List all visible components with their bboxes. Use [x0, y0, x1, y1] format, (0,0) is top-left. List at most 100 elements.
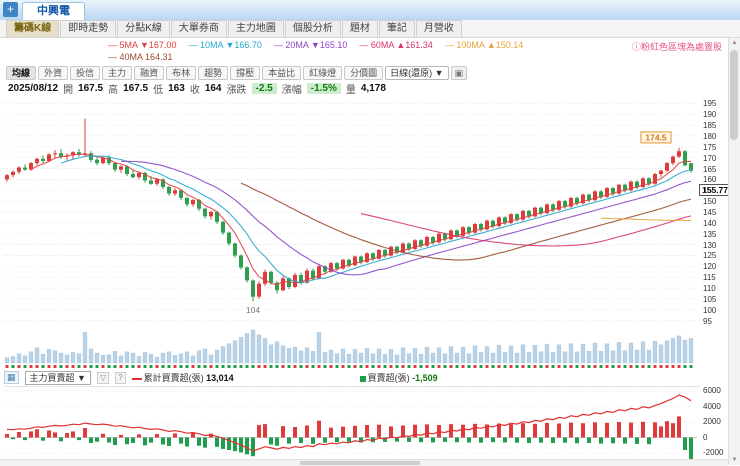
ma-legend-row1: — 5MA ▼167.00 — 10MA ▼166.70 — 20MA ▼165.1… [108, 40, 523, 52]
ma-legend-item-10MA: — 10MA ▼166.70 [188, 40, 262, 50]
price-tick: 195 [703, 99, 717, 108]
menu-tab-8[interactable]: 筆記 [378, 20, 415, 37]
ma-legend-item-100MA: — 100MA ▲150.14 [444, 40, 524, 50]
chart-toolbar: 均線 外資 投信 主力 融資 布林 趨勢 撐壓 本益比 紅綠燈 分價圖 日線(還原) ▼ ▣ [6, 65, 468, 80]
ohlc-vol: 4,178 [360, 82, 386, 94]
disposal-stock-notice: ⓘ粉紅色區塊為處置股 [631, 42, 722, 52]
toolbar-button-5[interactable]: 融資 [134, 65, 165, 80]
toolbar-button-4[interactable]: 主力 [102, 65, 133, 80]
toolbar-button-9[interactable]: 本益比 [262, 65, 302, 80]
candlestick-chart[interactable]: 104 174.5 [4, 97, 700, 369]
indicator-select[interactable]: 主力買賣超 ▼ [24, 370, 91, 385]
bar-swatch [359, 375, 366, 382]
vertical-scrollbar[interactable]: ▲ ▼ [728, 38, 740, 465]
scroll-up-icon[interactable]: ▲ [731, 40, 738, 46]
ohlc-lbl: 漲幅 [281, 84, 302, 96]
ohlc-lbl: 量 [345, 84, 356, 96]
toolbar-button-11[interactable]: 分價圖 [344, 65, 384, 80]
ohlc-badge: -1.5% [306, 82, 341, 94]
menu-tab-5[interactable]: 主力地圖 [227, 20, 284, 37]
svg-text:174.5: 174.5 [645, 132, 667, 142]
ohlc-lbl: 開 [63, 84, 74, 96]
svg-text:104: 104 [246, 305, 260, 315]
ma-legend-item-5MA: — 5MA ▼167.00 [108, 40, 177, 50]
price-tick: 95 [703, 317, 712, 326]
chevron-down-icon: ▼ [77, 372, 86, 383]
price-tick: 180 [703, 132, 717, 141]
price-tick: 125 [703, 251, 717, 260]
price-tick: 160 [703, 175, 717, 184]
scrollbar-thumb[interactable] [730, 50, 738, 140]
add-tab-button[interactable]: + [3, 2, 18, 17]
netbuy-tick: 2000 [703, 417, 721, 426]
price-tick: 150 [703, 197, 717, 206]
ma-legend-item-60MA: — 60MA ▲161.34 [359, 40, 433, 50]
netbuy-axis: 6000 4000 2000 0 -2000 [699, 386, 728, 458]
ma-legend-row2: — 40MA 164.31 [108, 52, 173, 64]
filter-icon[interactable]: ▽ [96, 371, 110, 384]
price-tick: 135 [703, 230, 717, 239]
price-tick: 155 [703, 186, 717, 195]
horizontal-scrollbar[interactable] [0, 459, 728, 466]
ohlc-date: 2025/08/12 [8, 82, 59, 94]
price-tick: 140 [703, 219, 717, 228]
menu-tab-3[interactable]: 分點K線 [117, 20, 170, 37]
netbuy-tick: 6000 [703, 386, 721, 395]
netbuy-legend: 買賣超(張) -1,509 [359, 371, 438, 384]
price-tick: 115 [703, 273, 716, 282]
price-tick: 100 [703, 306, 717, 315]
menu-tab-1[interactable]: 籌碼K線 [6, 20, 60, 37]
menu-tab-6[interactable]: 個股分析 [284, 20, 341, 37]
ohlc-val: 167.5 [123, 82, 149, 94]
netbuy-svg[interactable] [4, 387, 700, 460]
price-tick: 110 [703, 284, 716, 293]
ohlc-info-bar: 2025/08/12 開 167.5 高 167.5 低 163 收 164 漲跌 -2.5 漲幅 -1… [8, 81, 386, 96]
toolbar-button-3[interactable]: 投信 [70, 65, 101, 80]
ohlc-lbl: 收 [189, 84, 200, 96]
ohlc-val: 167.5 [78, 82, 104, 94]
menu-tab-7[interactable]: 題材 [341, 20, 378, 37]
toolbar-button-8[interactable]: 撐壓 [230, 65, 261, 80]
netbuy-chart[interactable] [4, 386, 700, 460]
indicator-settings-icon[interactable]: ▦ [4, 371, 19, 384]
indicator-header: ▦ 主力買賣超 ▼ ▽ ? 累計買賣超(張) 13,014 買賣超(張) -1,… [4, 370, 438, 385]
price-tick: 105 [703, 295, 717, 304]
ma-legend-item-20MA: — 20MA ▼165.10 [273, 40, 348, 50]
help-icon[interactable]: ? [115, 371, 126, 384]
price-tick: 145 [703, 208, 717, 217]
toolbar-button-1[interactable]: 均線 [6, 65, 37, 80]
stock-tab[interactable]: 中興電 [22, 2, 85, 20]
menu-tab-2[interactable]: 即時走勢 [60, 20, 117, 37]
info-icon: ⓘ [631, 42, 641, 52]
cumulative-legend: 累計買賣超(張) 13,014 [131, 371, 234, 384]
netbuy-tick: 0 [703, 433, 708, 442]
hscrollbar-thumb[interactable] [300, 461, 420, 465]
layout-icon[interactable]: ▣ [450, 65, 468, 80]
price-tick: 175 [703, 143, 717, 152]
menu-tabs: 籌碼K線 即時走勢 分點K線 大單券商 主力地圖 個股分析 題材 筆記 月營收 [0, 20, 740, 38]
netbuy-tick: -2000 [703, 448, 724, 457]
scroll-down-icon[interactable]: ▼ [731, 457, 738, 463]
candlestick-svg[interactable]: 104 174.5 [4, 97, 700, 369]
menu-tab-4[interactable]: 大單券商 [170, 20, 227, 37]
price-tick: 170 [703, 154, 717, 163]
ohlc-val: 163 [168, 82, 185, 94]
line-swatch [131, 377, 142, 380]
netbuy-tick: 4000 [703, 402, 721, 411]
price-tick: 185 [703, 121, 717, 130]
window-tab-bar: + 中興電 [0, 0, 740, 21]
ma-legend-item-40MA: — 40MA 164.31 [108, 52, 173, 62]
menu-tab-9[interactable]: 月營收 [415, 20, 462, 37]
price-tick: 165 [703, 165, 717, 174]
price-axis: 155.77 195 190 185 180 175 170 165 160 155 150 145… [699, 97, 731, 369]
ohlc-badge: -2.5 [251, 82, 277, 94]
ohlc-lbl: 漲跌 [226, 84, 247, 96]
toolbar-button-7[interactable]: 趨勢 [198, 65, 229, 80]
toolbar-button-6[interactable]: 布林 [166, 65, 197, 80]
price-tick: 130 [703, 241, 717, 250]
toolbar-button-10[interactable]: 紅綠燈 [303, 65, 343, 80]
period-select[interactable]: 日線(還原) ▼ [385, 65, 449, 80]
toolbar-button-2[interactable]: 外資 [38, 65, 69, 80]
price-tick: 120 [703, 262, 717, 271]
